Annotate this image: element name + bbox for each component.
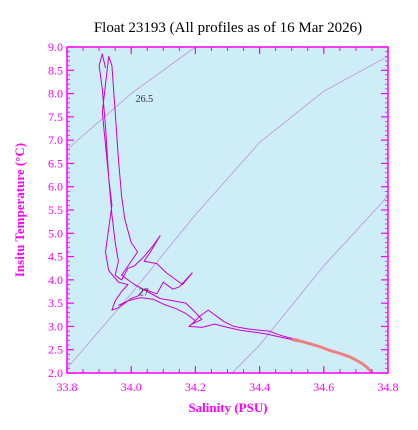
y-tick-label: 2.5	[48, 343, 63, 357]
isopycnal-label: 27	[139, 288, 149, 299]
y-axis-label: Insitu Temperature (°C)	[12, 143, 27, 277]
isopycnal-labels: 26.5 27	[136, 94, 154, 298]
y-tick-label: 4.0	[48, 273, 63, 287]
axis-ticks: 33.8 34.0 34.2 34.4 34.6 34.8 2.0 2.5 3.0 3.5 4.0 4…	[48, 40, 399, 394]
y-tick-label: 6.5	[48, 156, 63, 170]
x-tick-label: 34.2	[185, 380, 206, 394]
y-tick-label: 5.5	[48, 203, 63, 217]
y-tick-label: 4.5	[48, 250, 63, 264]
x-tick-label: 34.6	[313, 380, 334, 394]
x-tick-label: 34.8	[378, 380, 399, 394]
plot-area	[67, 47, 388, 373]
y-tick-label: 9.0	[48, 40, 63, 54]
x-tick-label: 33.8	[57, 380, 78, 394]
x-tick-label: 34.0	[121, 380, 142, 394]
profile-line	[291, 338, 374, 373]
y-tick-label: 8.0	[48, 87, 63, 101]
y-tick-label: 2.0	[48, 366, 63, 380]
isopycnal-line	[67, 47, 196, 150]
y-tick-label: 6.0	[48, 180, 63, 194]
isopycnal-label: 26.5	[136, 94, 154, 105]
x-tick-label: 34.4	[249, 380, 270, 394]
profile-line	[98, 53, 299, 340]
chart-title: Float 23193 (All profiles as of 16 Mar 2…	[94, 20, 362, 36]
y-tick-label: 7.5	[48, 110, 63, 124]
x-axis-label: Salinity (PSU)	[188, 400, 267, 415]
y-tick-label: 3.5	[48, 296, 63, 310]
isopycnal-line	[231, 195, 388, 373]
profile-series	[98, 53, 374, 373]
y-tick-label: 5.0	[48, 226, 63, 240]
y-tick-label: 8.5	[48, 63, 63, 77]
profile-line	[118, 297, 292, 340]
y-tick-label: 3.0	[48, 319, 63, 333]
y-tick-label: 7.0	[48, 133, 63, 147]
